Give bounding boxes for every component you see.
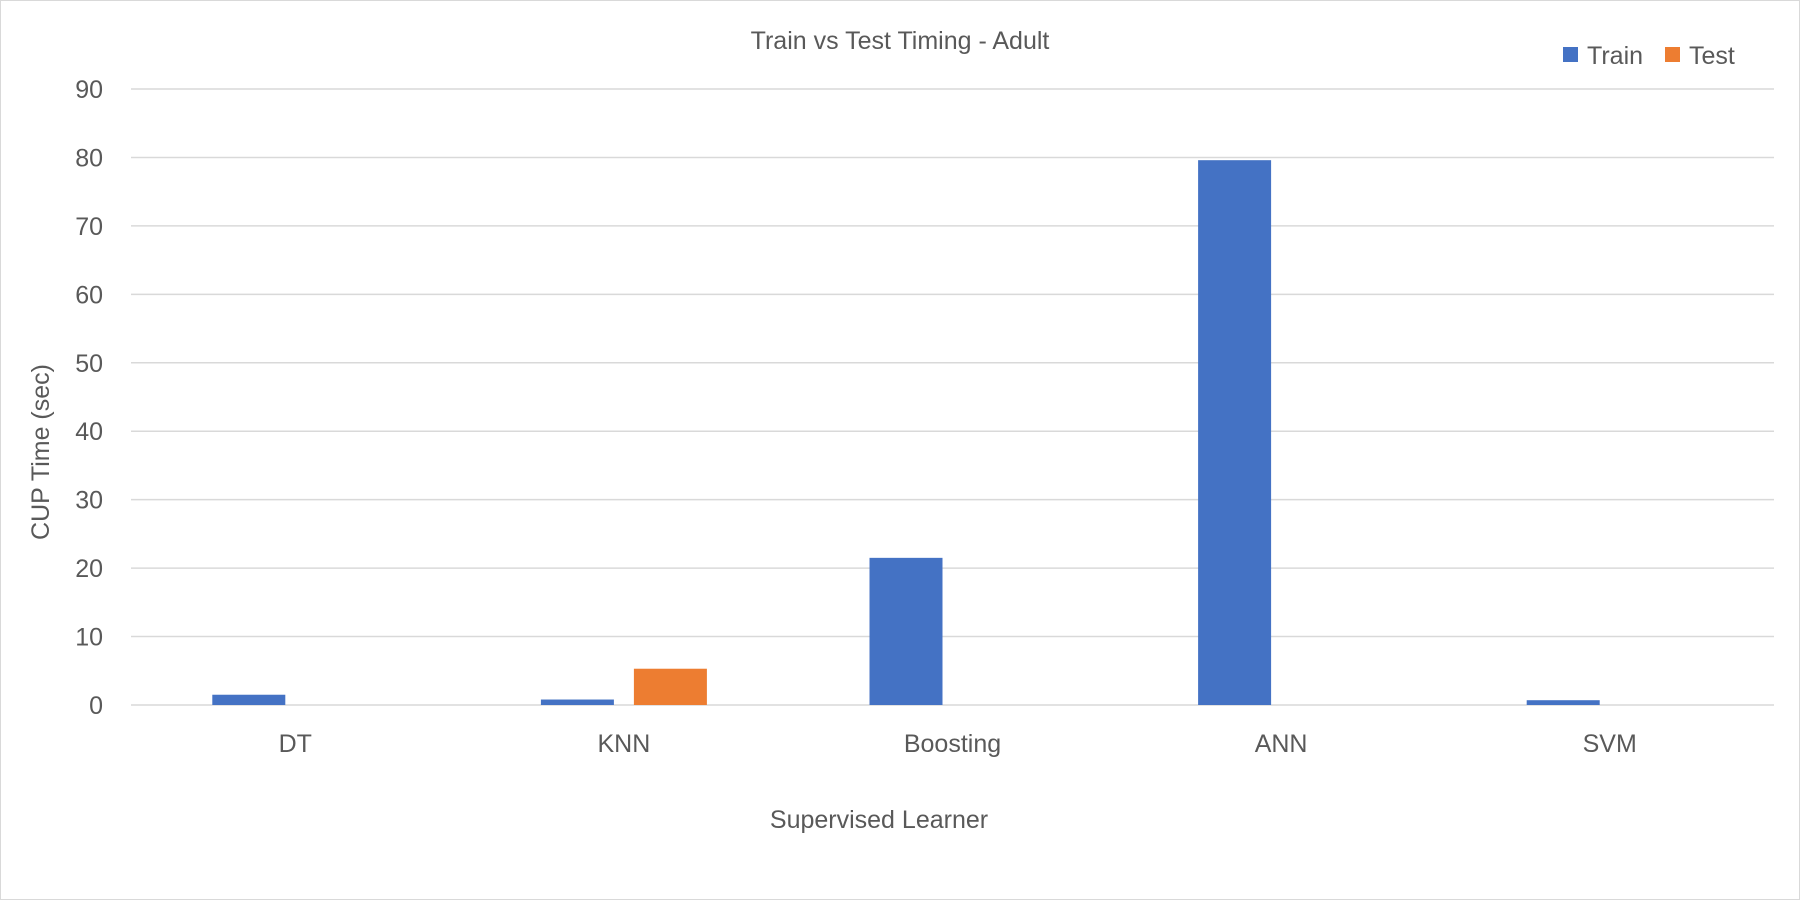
y-tick-label: 60	[75, 281, 103, 309]
bar-train-dt	[212, 694, 286, 705]
bar-test-knn	[633, 668, 707, 705]
bar-train-ann	[1198, 160, 1272, 705]
y-tick-label: 70	[75, 213, 103, 241]
legend-label-train: Train	[1587, 42, 1643, 70]
y-tick-label: 90	[75, 76, 103, 104]
legend: Train Test	[1563, 42, 1735, 70]
y-tick-label: 10	[75, 624, 103, 652]
gridlines	[131, 88, 1774, 706]
legend-swatch-train	[1563, 47, 1578, 62]
x-tick-label: DT	[279, 730, 312, 758]
bar-train-knn	[540, 699, 614, 705]
x-axis-title: Supervised Learner	[770, 806, 988, 834]
y-axis-title: CUP Time (sec)	[27, 364, 55, 540]
chart-title: Train vs Test Timing - Adult	[751, 27, 1050, 55]
x-axis-ticks: DT KNN Boosting ANN SVM	[279, 730, 1637, 758]
x-tick-label: ANN	[1255, 730, 1308, 758]
bars	[212, 160, 1600, 705]
y-tick-label: 50	[75, 350, 103, 378]
y-tick-label: 20	[75, 555, 103, 583]
y-tick-label: 80	[75, 144, 103, 172]
x-tick-label: Boosting	[904, 730, 1001, 758]
y-tick-label: 0	[89, 692, 103, 720]
y-tick-label: 30	[75, 487, 103, 515]
legend-label-test: Test	[1689, 42, 1735, 70]
x-tick-label: SVM	[1583, 730, 1637, 758]
bar-train-boosting	[869, 557, 943, 705]
y-tick-label: 40	[75, 418, 103, 446]
y-axis-ticks: 0 10 20 30 40 50 60 70 80 90	[75, 76, 103, 720]
x-tick-label: KNN	[598, 730, 651, 758]
bar-train-svm	[1526, 700, 1600, 705]
legend-swatch-test	[1665, 47, 1680, 62]
